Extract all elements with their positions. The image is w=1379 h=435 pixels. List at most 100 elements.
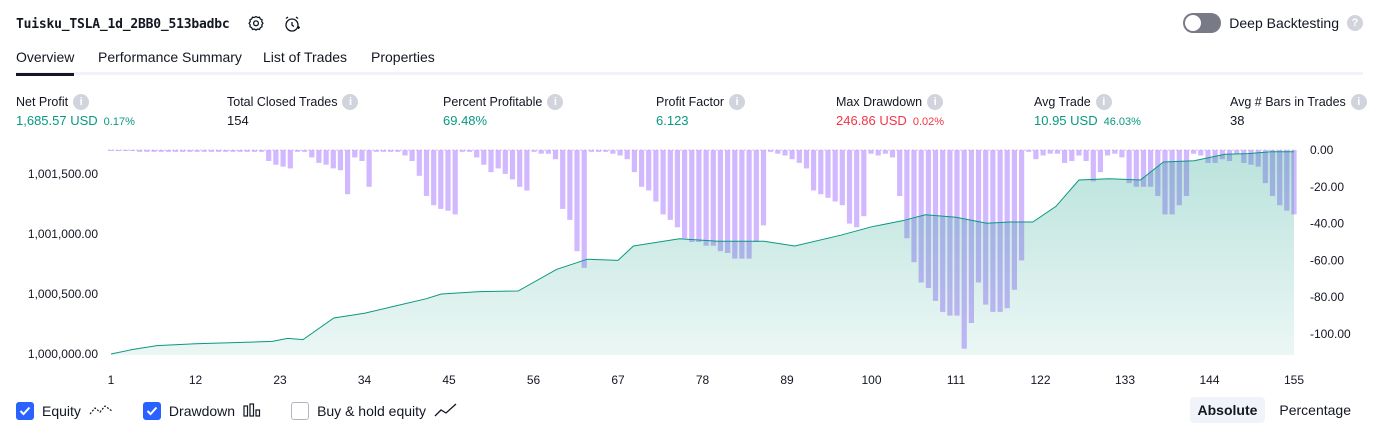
help-icon[interactable]: ? bbox=[1347, 15, 1363, 31]
drawdown-bar bbox=[710, 150, 716, 246]
alert-clock-icon[interactable] bbox=[282, 14, 302, 34]
drawdown-bar bbox=[481, 150, 487, 165]
drawdown-bar bbox=[1126, 150, 1132, 184]
drawdown-checkbox[interactable] bbox=[142, 402, 161, 420]
drawdown-bar bbox=[818, 150, 824, 195]
drawdown-bar bbox=[646, 150, 652, 191]
deep-backtesting-toggle[interactable] bbox=[1183, 13, 1222, 33]
drawdown-bar bbox=[1040, 150, 1046, 156]
drawdown-bar bbox=[782, 150, 788, 156]
drawdown-bar bbox=[108, 150, 114, 151]
equity-line-icon bbox=[89, 402, 113, 421]
drawdown-bar bbox=[287, 150, 293, 169]
drawdown-bar bbox=[796, 150, 802, 163]
drawdown-bar bbox=[717, 150, 723, 252]
mode-percentage[interactable]: Percentage bbox=[1279, 402, 1351, 418]
drawdown-bar bbox=[560, 150, 566, 209]
drawdown-bar bbox=[624, 150, 630, 160]
drawdown-bar bbox=[466, 150, 473, 152]
drawdown-bar bbox=[581, 150, 587, 268]
drawdown-bar bbox=[172, 150, 179, 152]
tab-list-of-trades[interactable]: List of Trades bbox=[263, 49, 348, 65]
drawdown-bar bbox=[187, 150, 193, 152]
drawdown-bar bbox=[768, 150, 774, 152]
drawdown-bar bbox=[180, 150, 186, 152]
info-icon[interactable]: i bbox=[1095, 94, 1112, 110]
legend-buy-hold[interactable]: Buy & hold equity bbox=[291, 402, 458, 421]
drawdown-bar bbox=[1140, 150, 1147, 187]
metric-avg-trade: Avg Trade i 10.95 USD 46.03% bbox=[1034, 93, 1141, 128]
drawdown-bar bbox=[653, 150, 659, 202]
left-tick-label: 1,000,500.00 bbox=[28, 287, 98, 301]
info-icon[interactable]: i bbox=[73, 94, 90, 110]
x-tick-label: 133 bbox=[1115, 373, 1135, 387]
drawdown-bar bbox=[753, 150, 759, 242]
gear-icon[interactable] bbox=[246, 14, 266, 34]
equity-area bbox=[111, 151, 1294, 355]
drawdown-bar bbox=[524, 150, 530, 191]
info-icon[interactable]: i bbox=[547, 94, 564, 110]
drawdown-bar bbox=[739, 150, 745, 259]
equity-checkbox[interactable] bbox=[16, 402, 34, 420]
drawdown-bar bbox=[266, 150, 272, 161]
drawdown-bar bbox=[875, 150, 881, 156]
drawdown-bar bbox=[302, 150, 308, 152]
left-tick-label: 1,001,000.00 bbox=[28, 227, 98, 241]
metric-label: Profit Factor bbox=[656, 95, 725, 109]
drawdown-bar bbox=[517, 150, 523, 187]
tab-overview[interactable]: Overview bbox=[16, 49, 75, 76]
drawdown-bar bbox=[1054, 150, 1060, 154]
mode-absolute[interactable]: Absolute bbox=[1189, 397, 1266, 423]
info-icon[interactable]: i bbox=[927, 94, 944, 110]
legend-drawdown[interactable]: Drawdown bbox=[142, 402, 261, 421]
strategy-header: Tuisku_TSLA_1d_2BB0_513badbc bbox=[16, 12, 302, 36]
metric-label: Net Profit bbox=[16, 95, 69, 109]
drawdown-bar bbox=[409, 150, 415, 161]
equity-drawdown-chart[interactable]: 1,000,000.00 1,000,500.00 1,001,000.00 1,00… bbox=[0, 140, 1379, 390]
toggle-knob bbox=[1185, 15, 1202, 31]
x-tick-label: 78 bbox=[696, 373, 710, 387]
metric-max-drawdown: Max Drawdown i 246.86 USD 0.02% bbox=[836, 93, 944, 128]
drawdown-bar bbox=[1033, 150, 1039, 160]
drawdown-bar bbox=[474, 150, 480, 158]
metric-value: 154 bbox=[227, 113, 249, 128]
drawdown-bar bbox=[431, 150, 437, 206]
drawdown-bar bbox=[294, 150, 300, 152]
tab-performance-summary[interactable]: Performance Summary bbox=[98, 49, 242, 65]
right-tick-label: -20.00 bbox=[1310, 180, 1344, 194]
info-icon[interactable]: i bbox=[729, 94, 746, 110]
right-tick-label: -80.00 bbox=[1310, 290, 1344, 304]
drawdown-bar bbox=[696, 150, 702, 242]
drawdown-bar bbox=[352, 150, 358, 158]
drawdown-bar bbox=[445, 150, 451, 211]
drawdown-bar bbox=[882, 150, 888, 154]
info-icon[interactable]: i bbox=[1350, 94, 1367, 110]
metric-value: 10.95 USD bbox=[1034, 113, 1098, 128]
drawdown-bar bbox=[603, 150, 609, 152]
buy-hold-checkbox[interactable] bbox=[291, 402, 310, 420]
x-tick-label: 34 bbox=[358, 373, 372, 387]
legend-equity[interactable]: Equity bbox=[16, 402, 113, 421]
drawdown-bar bbox=[151, 150, 157, 152]
drawdown-bar bbox=[839, 150, 845, 206]
drawdown-bar bbox=[380, 150, 387, 152]
drawdown-bar bbox=[316, 150, 322, 163]
tab-properties[interactable]: Properties bbox=[371, 49, 435, 65]
metric-label: Avg Trade bbox=[1034, 95, 1091, 109]
drawdown-bar bbox=[904, 150, 910, 239]
x-tick-label: 144 bbox=[1199, 373, 1219, 387]
metric-value: 38 bbox=[1230, 113, 1245, 128]
equity-line bbox=[110, 151, 1294, 355]
drawdown-bar bbox=[832, 150, 838, 202]
drawdown-bar bbox=[1234, 150, 1240, 154]
drawdown-bar bbox=[746, 150, 752, 259]
drawdown-bar bbox=[359, 150, 365, 161]
drawdown-bar bbox=[725, 150, 731, 253]
drawdown-bar bbox=[1191, 150, 1197, 154]
drawdown-bar bbox=[459, 150, 465, 152]
drawdown-bar bbox=[1105, 150, 1111, 156]
info-icon[interactable]: i bbox=[342, 94, 359, 110]
drawdown-bar bbox=[682, 150, 688, 239]
x-tick-label: 67 bbox=[611, 373, 625, 387]
drawdown-bar bbox=[868, 150, 874, 154]
